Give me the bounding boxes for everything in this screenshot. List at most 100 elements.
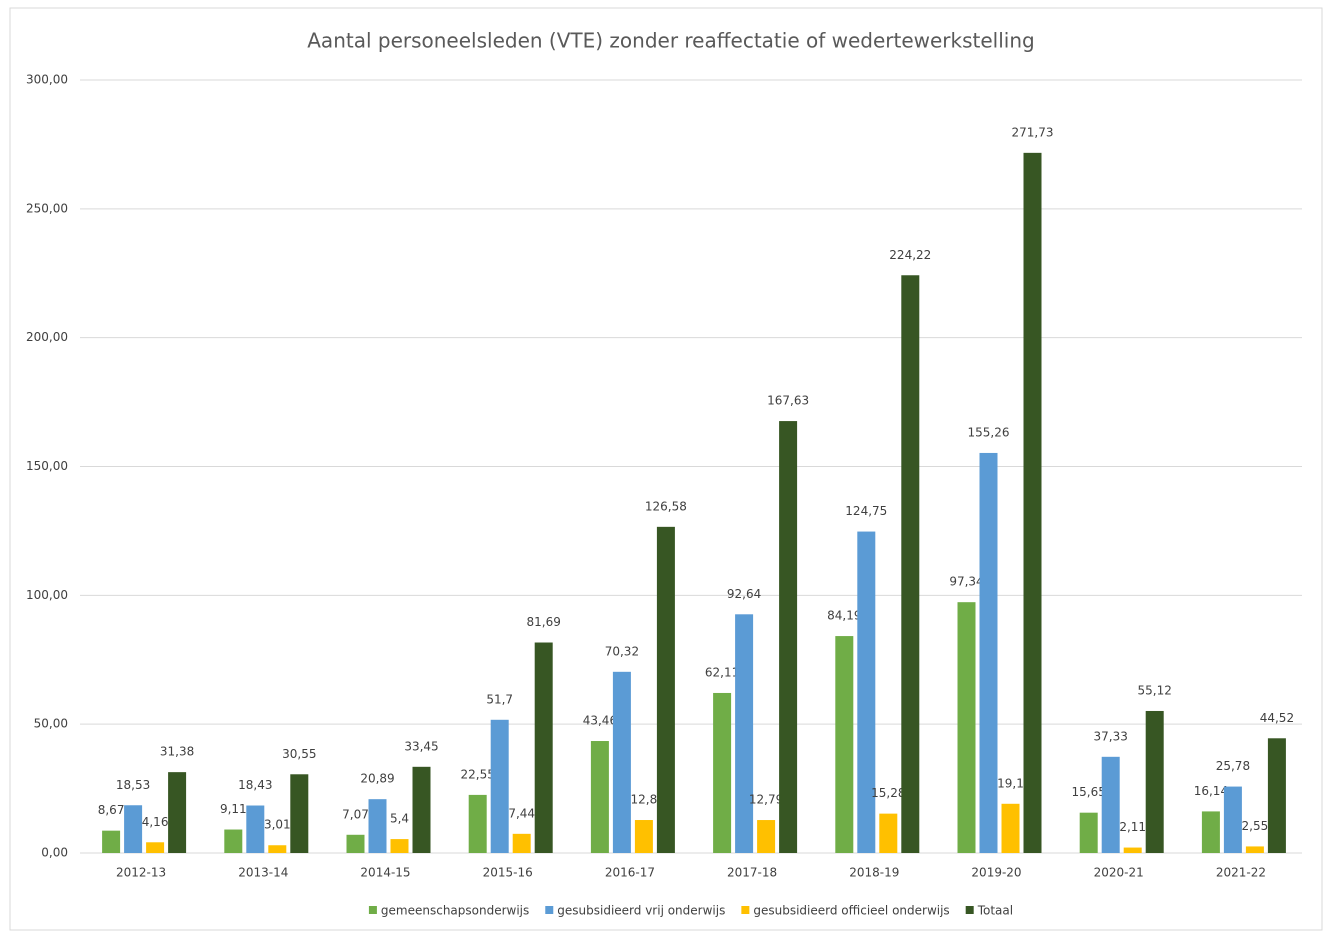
value-label: 16,14 <box>1194 784 1228 798</box>
x-tick-label: 2012-13 <box>116 866 166 880</box>
value-label: 7,07 <box>342 807 369 821</box>
bar <box>246 805 265 853</box>
value-label: 2,55 <box>1242 819 1269 833</box>
value-label: 8,67 <box>98 803 125 817</box>
value-label: 155,26 <box>968 425 1010 439</box>
bar <box>1001 803 1020 853</box>
bar <box>534 642 553 853</box>
value-label: 97,34 <box>949 575 983 589</box>
legend-swatch <box>545 906 554 914</box>
bar <box>468 794 487 853</box>
bar <box>979 452 998 853</box>
x-tick-label: 2015-16 <box>483 866 533 880</box>
value-label: 5,4 <box>390 812 409 826</box>
bar <box>835 636 854 853</box>
bar <box>1079 812 1098 853</box>
value-label: 81,69 <box>527 615 561 629</box>
bar <box>779 421 798 853</box>
value-label: 167,63 <box>767 394 809 408</box>
bar <box>290 774 309 853</box>
value-label: 55,12 <box>1138 683 1172 697</box>
bar <box>146 842 165 853</box>
legend-label: gesubsidieerd officieel onderwijs <box>753 904 949 918</box>
value-label: 9,11 <box>220 802 247 816</box>
bar <box>268 845 287 853</box>
x-tick-label: 2021-22 <box>1216 866 1266 880</box>
bar <box>1201 811 1220 853</box>
value-label: 31,38 <box>160 745 194 759</box>
value-label: 271,73 <box>1012 125 1054 139</box>
bar <box>168 772 187 853</box>
bar <box>879 813 898 853</box>
bar <box>957 602 976 853</box>
bar <box>1267 738 1286 853</box>
value-label: 25,78 <box>1216 759 1250 773</box>
x-tick-label: 2018-19 <box>849 866 899 880</box>
bar <box>735 614 754 853</box>
legend-label: gemeenschapsonderwijs <box>381 904 529 918</box>
legend-swatch <box>741 906 750 914</box>
x-tick-label: 2017-18 <box>727 866 777 880</box>
value-label: 126,58 <box>645 499 687 513</box>
y-tick-label: 100,00 <box>26 588 68 602</box>
x-tick-label: 2019-20 <box>971 866 1021 880</box>
value-label: 22,55 <box>461 767 495 781</box>
bar <box>612 671 631 853</box>
x-tick-label: 2016-17 <box>605 866 655 880</box>
value-label: 15,28 <box>871 786 905 800</box>
x-tick-label: 2013-14 <box>238 866 288 880</box>
bar <box>757 820 776 853</box>
legend-swatch <box>965 906 974 914</box>
value-label: 43,46 <box>583 714 617 728</box>
value-label: 18,53 <box>116 778 150 792</box>
legend-swatch <box>368 906 377 914</box>
y-tick-label: 50,00 <box>34 717 68 731</box>
value-label: 4,16 <box>142 815 169 829</box>
value-label: 12,8 <box>631 793 658 807</box>
y-tick-label: 0,00 <box>41 846 68 860</box>
value-label: 51,7 <box>486 692 513 706</box>
value-label: 15,65 <box>1072 785 1106 799</box>
x-tick-label: 2014-15 <box>360 866 410 880</box>
bar <box>412 766 431 853</box>
y-tick-label: 150,00 <box>26 459 68 473</box>
value-label: 84,19 <box>827 609 861 623</box>
value-label: 44,52 <box>1260 711 1294 725</box>
y-tick-label: 250,00 <box>26 201 68 215</box>
y-tick-label: 300,00 <box>26 73 68 87</box>
legend-label: Totaal <box>977 904 1013 918</box>
value-label: 30,55 <box>282 747 316 761</box>
value-label: 2,11 <box>1119 820 1146 834</box>
legend-label: gesubsidieerd vrij onderwijs <box>557 904 725 918</box>
value-label: 20,89 <box>360 772 394 786</box>
value-label: 19,1 <box>997 776 1024 790</box>
value-label: 224,22 <box>889 248 931 262</box>
bar <box>1101 756 1120 853</box>
bar <box>713 692 732 853</box>
bar <box>1123 847 1142 853</box>
bar <box>1145 710 1164 853</box>
bar <box>390 839 409 853</box>
bar <box>590 741 609 853</box>
value-label: 3,01 <box>264 818 291 832</box>
bar <box>368 799 387 853</box>
value-label: 62,11 <box>705 665 739 679</box>
bar <box>346 834 365 853</box>
chart-title: Aantal personeelsleden (VTE) zonder reaf… <box>307 29 1034 53</box>
value-label: 70,32 <box>605 644 639 658</box>
bar <box>512 833 531 853</box>
bar <box>857 531 876 853</box>
bar <box>901 275 920 854</box>
bar <box>224 829 243 853</box>
value-label: 37,33 <box>1094 729 1128 743</box>
bar <box>490 719 509 853</box>
bar <box>656 526 675 853</box>
value-label: 7,44 <box>508 806 535 820</box>
bar <box>102 830 121 853</box>
bar <box>1245 846 1264 853</box>
bar <box>634 820 653 853</box>
bar <box>1023 152 1042 854</box>
value-label: 92,64 <box>727 587 761 601</box>
bar <box>1223 786 1242 853</box>
